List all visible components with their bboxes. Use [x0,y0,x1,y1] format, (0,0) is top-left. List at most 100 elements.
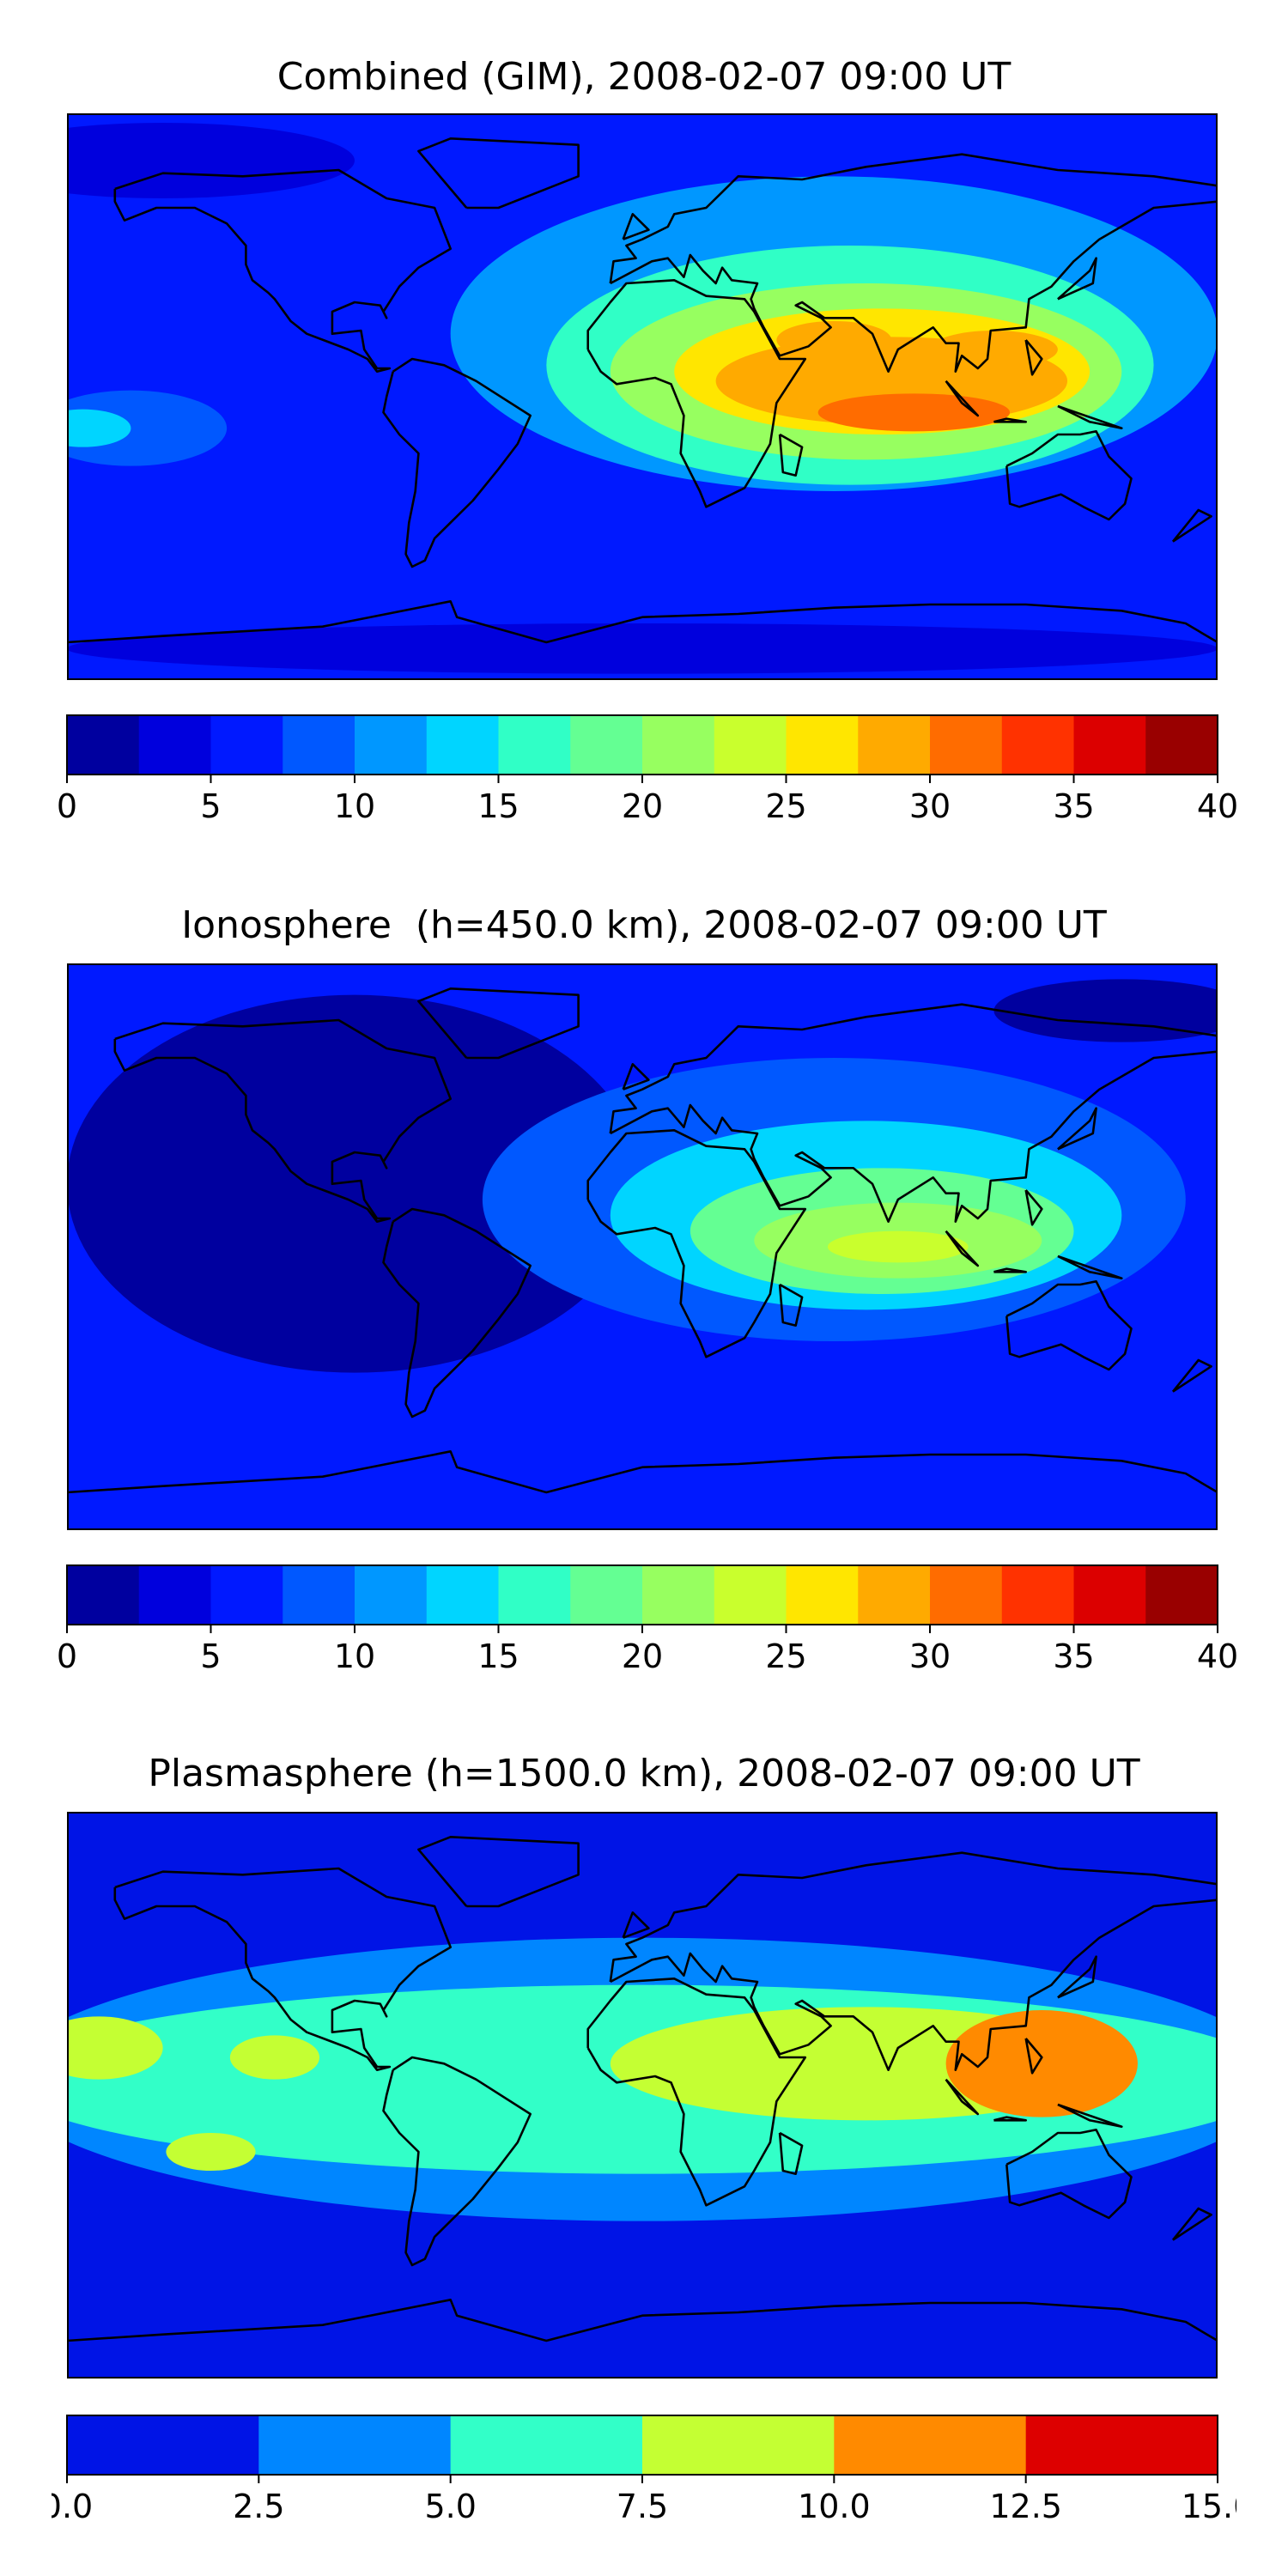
colorbar-tick-label: 40 [1197,787,1236,825]
colorbar-segment [258,2415,452,2475]
contour-region [993,979,1218,1042]
colorbar-segment [283,1564,355,1625]
colorbar-segment [498,714,571,775]
colorbar-tick-label: 20 [622,1637,663,1675]
colorbar-tick-label: 15.0 [1182,2488,1236,2525]
map-frame [67,113,1218,680]
coastline [113,168,452,373]
colorbar-tick-label: 5 [200,787,221,825]
coastline [609,1003,1218,1223]
colorbar-segment [930,1564,1003,1625]
colorbar-segment [67,1564,140,1625]
colorbar-segment [67,714,140,775]
contour-region [67,994,642,1373]
colorbar-tick-label: 35 [1053,787,1094,825]
coastline [113,1867,452,2071]
coastline [1057,1255,1123,1279]
colorbar-tick-label: 0 [57,787,77,825]
colorbar-segment [858,714,931,775]
colorbar-segment [355,1564,428,1625]
colorbar-segment [1073,1564,1146,1625]
coastline [417,1836,580,1908]
coastline [945,380,980,417]
colorbar-tick-label: 10.0 [798,2488,871,2525]
colorbar-tick-label: 25 [765,787,806,825]
contour-region [776,321,892,359]
colorbar-segment [283,714,355,775]
coastline [945,1230,980,1267]
colorbar-tick-label: 2.5 [233,2488,284,2525]
coastline [609,1851,1218,2071]
contour-region [67,409,131,447]
colorbar-segment [834,2415,1027,2475]
colorbar-tick-label: 7.5 [617,2488,668,2525]
coastline [382,2056,532,2267]
colorbar-segment [714,714,787,775]
colorbar-segment [1025,2415,1218,2475]
colorbar-tick-label: 10 [334,1637,375,1675]
colorbar: 0 5 10 15 20 25 30 35 40 [57,1564,1236,1675]
contour-region [827,1230,969,1263]
colorbar-tick-label: 35 [1053,1637,1094,1675]
colorbar-tick-label: 40 [1197,1637,1236,1675]
map-plot [67,1812,1218,2379]
coastline [993,2116,1027,2122]
coastline [382,1207,532,1419]
coastline [417,987,580,1060]
colorbar-segment [642,2415,835,2475]
map-plot [67,113,1218,680]
colorbar-tick-label: 0 [57,1637,77,1675]
coastline [113,1018,452,1223]
colorbar-tick-label: 25 [765,1637,806,1675]
colorbar-segment [498,1564,571,1625]
coastline [1005,1280,1133,1371]
coastline [67,1450,1218,1494]
colorbar-segment [570,714,643,775]
colorbar-tick-label: 15 [477,787,519,825]
coastline [1024,2038,1043,2075]
chart-title: Plasmasphere (h=1500.0 km), 2008-02-07 0… [148,1752,1140,1795]
coastline [67,600,1218,644]
contour-region [67,2016,163,2080]
colorbar-tick-label: 5.0 [424,2488,476,2525]
colorbar-segment [1145,714,1218,775]
coastline [586,279,807,508]
colorbar-segment [642,714,715,775]
colorbar-segment [1001,714,1074,775]
coastline [1005,2129,1133,2220]
colorbar-tick-label: 20 [622,787,663,825]
colorbar-segment [138,714,211,775]
colorbar-segment [930,714,1003,775]
colorbar-segment [642,1564,715,1625]
colorbar-segment [858,1564,931,1625]
map-plot [67,963,1218,1530]
coastline [778,2131,804,2175]
colorbar-tick-label: 12.5 [989,2488,1062,2525]
colorbar-tick-label: 15 [477,1637,519,1675]
colorbar-tick-label: 30 [909,787,951,825]
coastline [1171,2207,1212,2241]
coastline [945,2078,980,2116]
colorbar-segment [210,714,283,775]
contour-region [229,2035,320,2080]
colorbar-segment [1001,1564,1074,1625]
coastline [993,1267,1027,1273]
coastline [1057,2103,1123,2128]
colorbar-segment [1145,1564,1218,1625]
contour-region [930,331,1058,368]
colorbar-tick-label: 5 [200,1637,221,1675]
contour-region [67,623,1218,674]
coastline [622,1911,650,1939]
coastline [778,1283,804,1327]
coastline [1057,257,1097,301]
colorbar-segment [714,1564,787,1625]
colorbar-segment [426,714,499,775]
contour-region [67,390,228,466]
coastline [1171,508,1212,543]
map-frame [67,1812,1218,2379]
colorbar-segment [355,714,428,775]
coastline [993,417,1027,423]
coastline [417,137,580,210]
coastline [622,213,650,240]
coastline [1057,1107,1097,1151]
